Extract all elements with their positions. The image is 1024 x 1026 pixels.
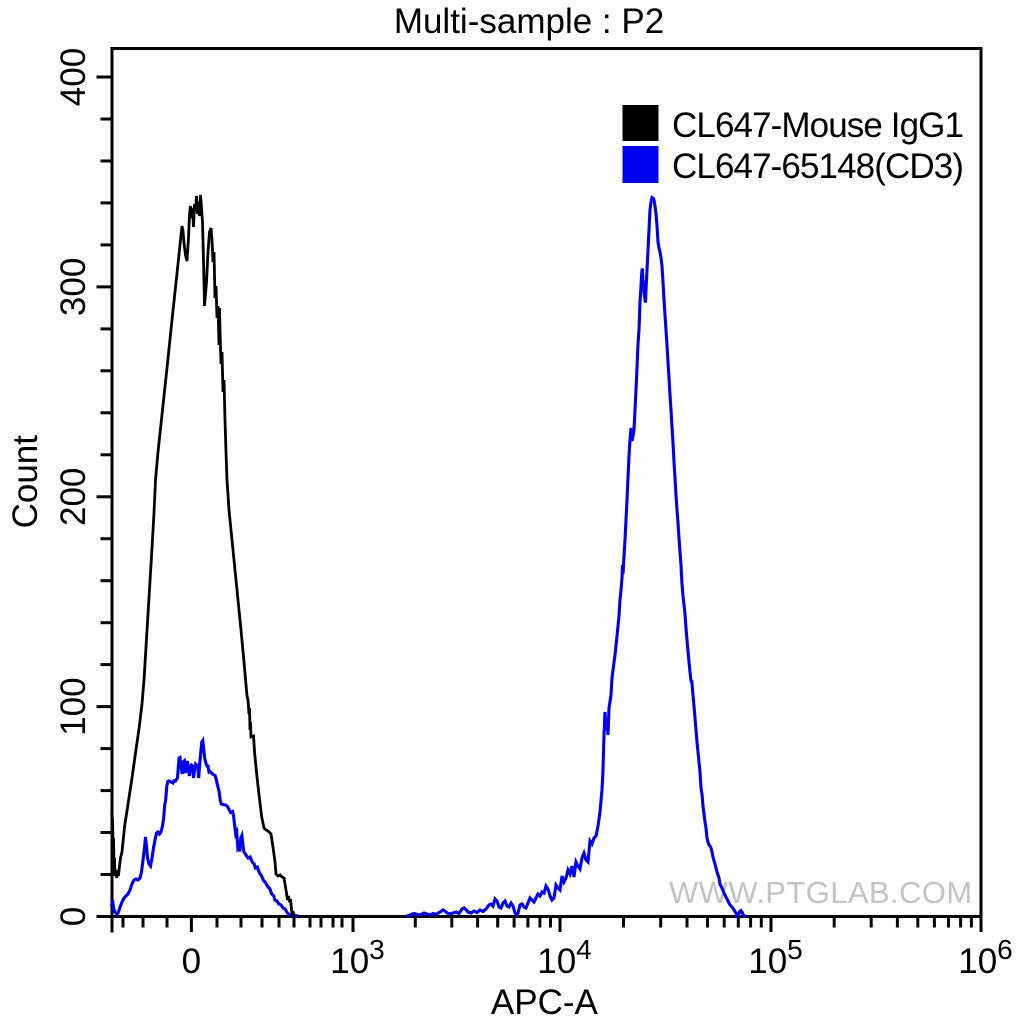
svg-text:100: 100 [54, 677, 93, 735]
svg-text:Multi-sample : P2: Multi-sample : P2 [394, 2, 664, 41]
svg-text:WWW.PTGLAB.COM: WWW.PTGLAB.COM [669, 875, 973, 910]
svg-text:0: 0 [54, 907, 93, 926]
svg-text:CL647-65148(CD3): CL647-65148(CD3) [672, 147, 963, 186]
svg-text:0: 0 [182, 942, 201, 981]
svg-text:APC-A: APC-A [491, 983, 599, 1021]
svg-text:400: 400 [54, 48, 93, 106]
svg-text:Count: Count [6, 435, 45, 529]
svg-text:200: 200 [54, 468, 93, 526]
svg-text:300: 300 [54, 258, 93, 316]
svg-text:CL647-Mouse IgG1: CL647-Mouse IgG1 [672, 106, 963, 145]
